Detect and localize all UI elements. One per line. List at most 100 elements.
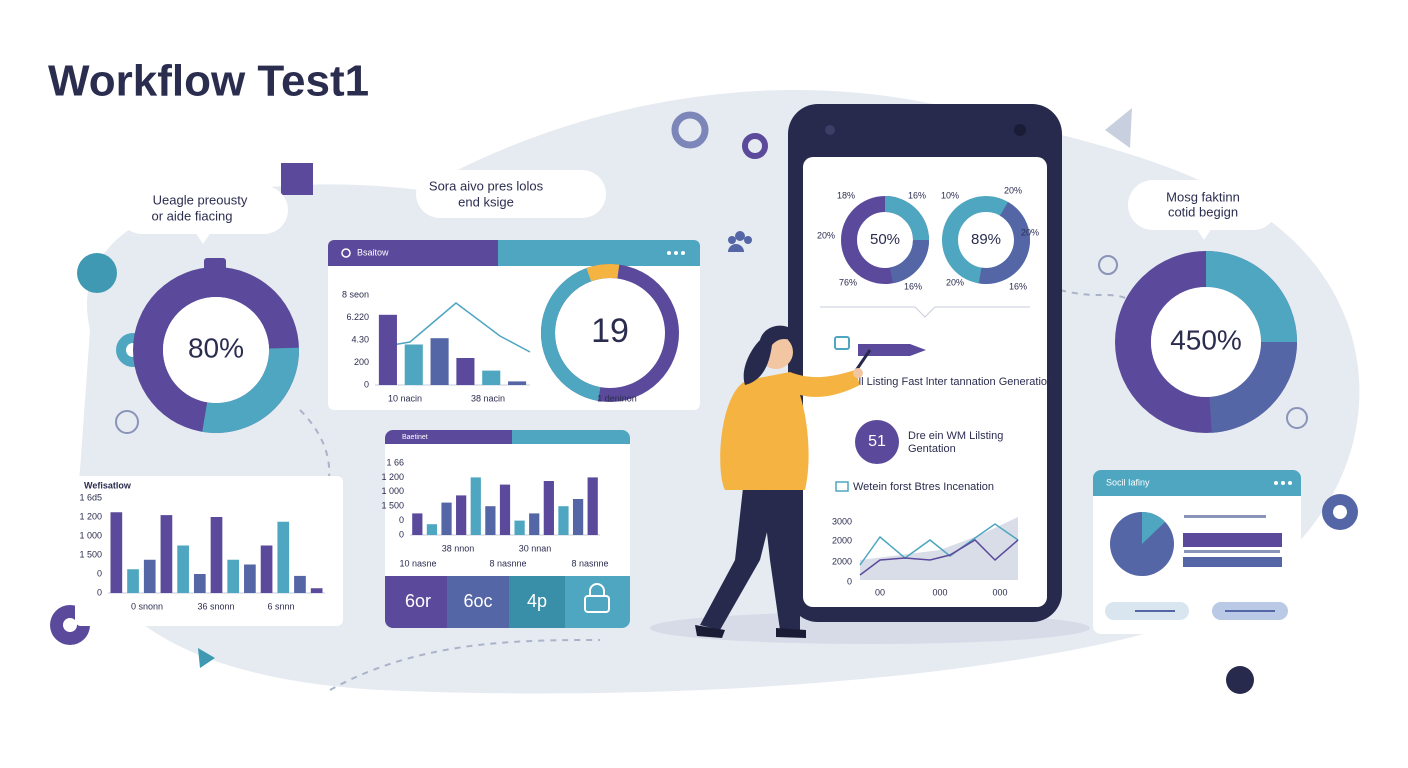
donut-tick: 20% xyxy=(817,230,835,240)
donut-label: 80% xyxy=(188,332,244,363)
tile-label: 4p xyxy=(527,591,547,611)
area-fill xyxy=(860,517,1018,580)
donut-label: 50% xyxy=(870,231,900,248)
bar xyxy=(378,314,397,385)
tile-label: 6oc xyxy=(463,591,492,611)
bar xyxy=(499,484,511,535)
y-tick-label: 8 seon xyxy=(342,289,369,299)
panel xyxy=(75,476,343,626)
deco-square xyxy=(281,163,313,195)
bar xyxy=(412,513,423,535)
line-series xyxy=(859,539,1019,576)
y-tick-label: 4.30 xyxy=(351,334,369,344)
phone-camera xyxy=(1014,124,1026,136)
x-tick-label: 36 snonn xyxy=(197,601,234,611)
bar xyxy=(110,512,123,593)
bubble-text: end ksige xyxy=(458,194,514,209)
trend-line xyxy=(379,302,531,353)
tile xyxy=(385,576,447,628)
x-tick-label: 6 snnn xyxy=(267,601,294,611)
circle-shape xyxy=(667,251,671,255)
y-tick-label: 0 xyxy=(847,576,852,586)
bubble-tail xyxy=(1196,228,1212,240)
deco-dot xyxy=(1226,666,1254,694)
dashed-path xyxy=(1059,289,1131,301)
circle-shape xyxy=(744,236,752,244)
x-tick-label: 000 xyxy=(992,587,1007,597)
lock-icon xyxy=(584,595,610,613)
bar xyxy=(310,588,323,593)
footer-label: 8 nasnne xyxy=(489,558,526,568)
donut-label: 450% xyxy=(1170,324,1242,355)
bar xyxy=(529,513,540,535)
y-tick-label: 0 xyxy=(399,529,404,539)
donut-tick: 20% xyxy=(1021,227,1039,237)
bar xyxy=(482,370,501,385)
text-line xyxy=(1184,550,1280,553)
bubble-text: Mosg faktinn xyxy=(1166,189,1240,204)
panel-title: Bsaitow xyxy=(357,247,389,257)
donut-arc xyxy=(1115,251,1297,433)
speech-bubble xyxy=(118,186,288,234)
x-tick-label: 000 xyxy=(932,587,947,597)
donut-label: 89% xyxy=(971,231,1001,248)
bar xyxy=(127,569,139,593)
y-tick-label: 2000 xyxy=(832,535,852,545)
speech-bubble xyxy=(1128,180,1278,230)
bar-pill xyxy=(1183,557,1282,567)
lock-shackle xyxy=(589,583,605,596)
line-series xyxy=(859,523,1019,566)
panel-header xyxy=(498,240,700,266)
list-icon xyxy=(834,336,850,350)
y-tick-label: 1 200 xyxy=(381,472,404,482)
path-shape xyxy=(695,625,725,638)
tile xyxy=(509,576,565,628)
person xyxy=(695,325,872,638)
panel-header xyxy=(1093,470,1301,496)
bar xyxy=(430,338,449,385)
footer-label: 10 nasne xyxy=(399,558,436,568)
path-shape xyxy=(700,470,775,630)
donut-hole xyxy=(1151,287,1261,397)
donut-arc xyxy=(841,196,929,284)
deco-dot xyxy=(77,253,117,293)
donut-arc xyxy=(541,264,679,402)
donut-arc xyxy=(541,264,680,402)
donut-hole xyxy=(163,297,269,403)
deco-ring xyxy=(1286,407,1308,429)
bar xyxy=(277,521,290,593)
y-tick-label: 0 xyxy=(97,587,102,597)
bar xyxy=(260,545,273,593)
y-tick-label: 1 200 xyxy=(79,511,102,521)
circle-shape xyxy=(735,231,745,241)
badge-label: 51 xyxy=(868,433,886,450)
y-tick-label: 1 500 xyxy=(79,549,102,559)
path-shape xyxy=(728,244,744,252)
bubble-tail xyxy=(195,232,211,244)
mail-icon xyxy=(835,481,849,492)
donut-tick: 76% xyxy=(839,277,857,287)
bar xyxy=(470,477,481,535)
phone-camera xyxy=(825,125,835,135)
bar-pill xyxy=(1183,533,1282,547)
bar xyxy=(514,520,525,535)
bubble-text: or aide fiacing xyxy=(152,208,233,223)
bar xyxy=(177,545,189,593)
bar xyxy=(572,499,584,535)
donut-tick: 18% xyxy=(837,190,855,200)
bar xyxy=(244,564,256,593)
panel-header xyxy=(385,430,512,444)
circle-shape xyxy=(681,251,685,255)
bar xyxy=(558,506,569,535)
x-tick-label: 30 nnan xyxy=(519,543,552,553)
tile xyxy=(565,576,630,628)
x-tick-label: 0 snonn xyxy=(131,601,163,611)
donut-label: 19 xyxy=(591,312,629,350)
y-tick-label: 200 xyxy=(354,357,369,367)
donut-arc xyxy=(133,267,299,433)
x-tick-label: 10 nacin xyxy=(388,393,422,403)
circle-shape xyxy=(1281,481,1285,485)
donut-tick: 16% xyxy=(908,190,926,200)
